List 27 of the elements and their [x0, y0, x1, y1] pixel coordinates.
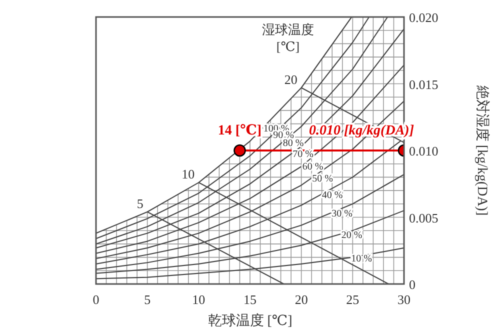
y-tick-label: 0.015 — [409, 76, 438, 92]
x-tick-label: 5 — [144, 292, 151, 307]
series-label: 60 % — [302, 162, 324, 173]
x-tick-label: 30 — [398, 292, 410, 307]
annotation: 湿球温度 [℃] — [262, 22, 314, 54]
x-tick-label: 20 — [294, 292, 308, 307]
series-label: 20 % — [341, 230, 362, 241]
series-label: 5 — [136, 196, 144, 211]
x-tick-label: 10 — [192, 292, 206, 307]
y-tick-label: 0.005 — [409, 210, 438, 226]
series-label: 30 % — [332, 208, 352, 220]
series-label: 10 — [182, 166, 195, 182]
y-tick-label: 0 — [409, 277, 416, 292]
series-label: 80 % — [282, 138, 304, 149]
x-axis-title: 乾球温度 [℃] — [208, 313, 292, 329]
x-tick-label: 0 — [92, 292, 100, 307]
series-label: 10 % — [351, 254, 372, 264]
y-tick-label: 0.020 — [409, 10, 438, 25]
x-tick-label: 25 — [346, 292, 360, 307]
series-label: 40 % — [322, 190, 343, 202]
y-axis-title: 絶対湿度 [kg/kg(DA)] — [474, 84, 490, 216]
annotation: 14 [℃] — [218, 124, 262, 138]
series-label: 50 % — [312, 174, 333, 185]
series-label: 70 % — [292, 148, 314, 160]
y-tick-label: 0.010 — [409, 144, 438, 158]
x-tick-label: 15 — [244, 292, 256, 307]
series-label: 20 — [284, 72, 298, 87]
